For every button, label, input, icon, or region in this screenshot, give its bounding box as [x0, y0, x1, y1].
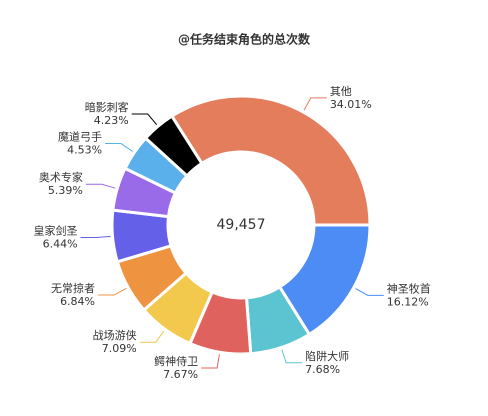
- leader-line: [80, 235, 111, 239]
- slice-label: 战场游侠: [93, 328, 137, 342]
- slice-label: 神圣牧首: [387, 281, 431, 295]
- slice-value-label: 7.09%: [102, 342, 137, 355]
- leader-line: [98, 287, 127, 296]
- slice-value-label: 5.39%: [48, 184, 83, 197]
- slice-value-label: 6.44%: [43, 238, 78, 251]
- slice-value-label: 7.68%: [305, 363, 340, 376]
- slice-value-label: 16.12%: [387, 295, 429, 308]
- slice-label: 无常掠者: [51, 281, 95, 295]
- slice-label: 魔道弓手: [58, 130, 102, 144]
- slice-label: 其他: [330, 85, 352, 98]
- slice-label: 暗影刺客: [85, 100, 129, 114]
- leader-line: [355, 288, 384, 296]
- slice: [169, 94, 372, 227]
- slice-label: 陷阱大师: [305, 349, 349, 363]
- slice-value-label: 7.67%: [163, 368, 198, 381]
- leader-line: [281, 349, 303, 364]
- leader-line: [303, 97, 327, 111]
- leader-line: [85, 183, 116, 189]
- leader-line: [131, 113, 158, 126]
- slice-value-label: 4.23%: [94, 114, 129, 127]
- slice-label: 鳄神侍卫: [154, 354, 198, 368]
- slice-label: 奥术专家: [39, 170, 83, 184]
- leader-line: [139, 330, 165, 343]
- slice: [143, 114, 204, 178]
- leader-line: [105, 143, 133, 152]
- center-total: 49,457: [217, 217, 266, 233]
- slice-label: 皇家剑圣: [34, 224, 78, 238]
- slice-value-label: 4.53%: [67, 144, 102, 157]
- leader-line: [201, 354, 220, 369]
- slice-value-label: 34.01%: [330, 98, 372, 111]
- slice-value-label: 6.84%: [60, 295, 95, 308]
- chart-title: @任务结束角色的总次数: [178, 32, 311, 47]
